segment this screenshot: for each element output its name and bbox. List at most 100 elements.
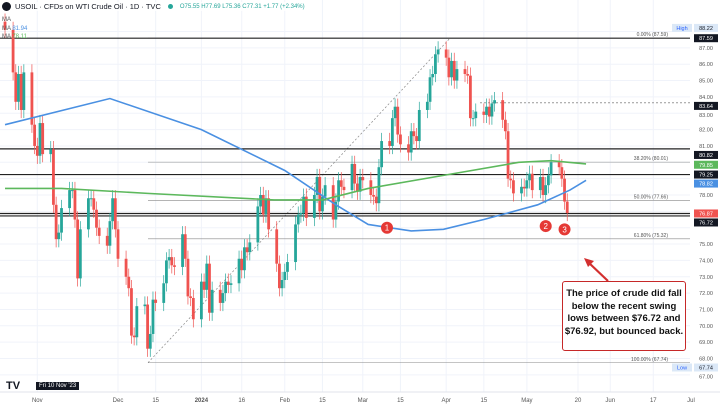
indicator-ma-3[interactable]: MA 78.11: [2, 34, 27, 40]
candle-body: [393, 106, 397, 119]
price-label-badge: [694, 160, 718, 169]
moving-average-slow-line: [5, 159, 587, 201]
candle-body: [407, 144, 410, 153]
candle-body: [76, 219, 80, 279]
candle-body: [264, 198, 268, 215]
candle-body: [425, 101, 429, 110]
time-tick-label: Jun: [605, 398, 615, 404]
candle-body: [296, 214, 300, 225]
crosshair-date-label: Fri 10 Nov '23: [36, 382, 80, 390]
candle-body: [528, 173, 531, 181]
candle-body: [396, 106, 400, 135]
price-tick-label: 69.00: [699, 340, 713, 346]
candle-body: [3, 21, 7, 30]
candle-body: [509, 178, 513, 181]
time-tick-label: Mar: [358, 398, 368, 404]
swing-low-marker-label: 3: [562, 225, 567, 234]
price-label-badge: [694, 34, 718, 43]
price-tick-label: 82.00: [699, 128, 713, 134]
candle-body: [294, 224, 297, 263]
candle-body: [221, 293, 225, 303]
candle-body: [189, 296, 193, 299]
candle-body: [490, 103, 494, 117]
candle-body: [358, 177, 362, 192]
fib-level-label: 38.20% (80.01): [634, 156, 669, 162]
indicator-ma-2[interactable]: MA 81.94: [2, 26, 27, 32]
price-tick-label: 81.00: [699, 144, 713, 150]
candle-body: [560, 167, 564, 179]
candle-body: [455, 69, 459, 81]
price-label-text: 76.87: [699, 211, 713, 217]
candle-body: [549, 162, 553, 176]
candle-body: [353, 163, 357, 184]
indicator-label: MA: [2, 17, 11, 23]
fib-level-label: 100.00% (67.74): [631, 357, 668, 363]
symbol-title[interactable]: USOIL · CFDs on WTI Crude Oil · 1D · TVC: [15, 2, 161, 11]
price-label-text: 83.64: [699, 104, 713, 110]
candle-body: [38, 123, 42, 156]
tradingview-logo[interactable]: TV: [6, 380, 21, 392]
price-tick-label: 85.00: [699, 79, 713, 85]
candle-body: [113, 198, 117, 230]
candle-body: [538, 177, 542, 191]
candle-body: [350, 163, 354, 191]
candle-body: [474, 111, 478, 119]
candle-body: [503, 119, 507, 132]
price-tick-label: 86.00: [699, 62, 713, 68]
time-tick-label: Apr: [442, 398, 451, 404]
time-tick-label: 15: [152, 398, 159, 404]
price-axis: [690, 0, 720, 408]
indicator-value: 81.94: [12, 26, 28, 32]
candle-body: [399, 134, 402, 145]
candle-body: [243, 247, 246, 271]
candle-body: [286, 262, 289, 272]
candle-body: [409, 131, 413, 153]
ohlc-readout: O75.55 H77.69 L75.36 C77.31 +1.77 (+2.34…: [179, 3, 305, 10]
candle-body: [565, 201, 569, 213]
candle-body: [97, 227, 101, 236]
price-tick-label: 71.00: [699, 307, 713, 313]
time-tick-label: 15: [480, 398, 487, 404]
candle-body: [390, 118, 394, 146]
price-label-badge: [694, 150, 718, 159]
time-tick-label: 17: [650, 398, 657, 404]
candle-body: [70, 190, 74, 192]
candle-body: [127, 276, 131, 289]
time-tick-label: Dec: [113, 398, 124, 404]
candle-body: [520, 186, 523, 194]
candle-body: [487, 106, 491, 117]
price-tick-label: 73.00: [699, 275, 713, 281]
candle-body: [57, 232, 61, 240]
candle-body: [557, 162, 561, 168]
price-label-badge: [694, 363, 718, 372]
candle-body: [501, 100, 505, 120]
price-label-text: 78.82: [699, 182, 713, 188]
candle-body: [170, 257, 174, 266]
arrow-line: [587, 261, 609, 282]
price-label-text: 79.25: [699, 173, 713, 179]
candle-body: [452, 60, 456, 81]
candle-body: [466, 74, 470, 76]
candle-body: [229, 283, 233, 285]
candle-body: [135, 306, 139, 338]
candle-body: [280, 280, 284, 289]
candle-body: [146, 304, 149, 349]
candle-body: [132, 335, 136, 338]
price-label-badge: [694, 23, 718, 32]
candle-body: [19, 74, 23, 110]
candle-body: [471, 118, 475, 120]
price-tick-label: 84.00: [699, 95, 713, 101]
indicator-label: MA: [2, 26, 11, 32]
candle-body: [356, 183, 359, 192]
candle-body: [226, 281, 230, 285]
candle-body: [130, 288, 133, 336]
candle-body: [49, 149, 53, 155]
indicator-ma-1[interactable]: MA: [2, 17, 11, 23]
candle-body: [323, 185, 327, 197]
candle-body: [199, 281, 203, 320]
candle-body: [436, 49, 440, 55]
candle-body: [41, 123, 45, 155]
market-status-icon: [167, 4, 173, 9]
price-tick-label: 75.00: [699, 242, 713, 248]
